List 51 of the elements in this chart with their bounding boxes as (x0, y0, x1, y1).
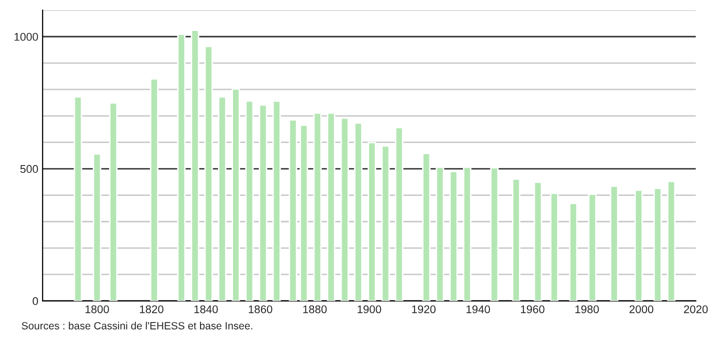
bar (610, 186, 618, 301)
x-tick-label: 1860 (248, 305, 272, 314)
y-tick-label: 500 (20, 165, 38, 173)
bar (569, 202, 578, 301)
bar (74, 96, 82, 301)
bar (653, 188, 662, 301)
bar (368, 142, 376, 301)
bar (667, 180, 676, 301)
bar (588, 193, 597, 301)
x-tick-label: 1940 (466, 305, 490, 314)
bar (300, 124, 308, 301)
bar (272, 100, 281, 301)
bar (232, 88, 240, 301)
bar (381, 145, 390, 301)
bar (634, 189, 643, 301)
bar (550, 192, 559, 301)
x-tick-label: 1920 (412, 305, 436, 314)
x-tick-label: 2000 (630, 305, 654, 314)
bar (422, 152, 431, 301)
x-tick-label: 1800 (86, 305, 109, 314)
bar (462, 166, 472, 301)
bar (204, 46, 213, 301)
bar (177, 34, 186, 301)
bar (218, 96, 226, 301)
source-note: Sources : base Cassini de l'EHESS et base Insee. (22, 322, 252, 330)
bar (190, 30, 200, 301)
bar (449, 170, 458, 301)
bar (394, 126, 404, 301)
x-tick-label: 1900 (358, 305, 382, 314)
bar (534, 182, 542, 301)
bar (326, 112, 336, 301)
bar (490, 167, 499, 301)
y-tick-label: 0 (32, 297, 38, 306)
bar (150, 78, 158, 301)
bar (340, 117, 349, 301)
x-tick-label: 1880 (303, 305, 327, 314)
bar (258, 104, 268, 301)
bar (512, 178, 520, 301)
x-tick-label: 2020 (684, 305, 708, 314)
x-tick-label: 1960 (520, 305, 544, 314)
bar (436, 166, 444, 301)
bar (288, 119, 298, 301)
bar (109, 102, 118, 301)
x-tick-label: 1840 (194, 305, 218, 314)
bar (245, 100, 254, 301)
bar (92, 153, 102, 301)
y-tick-label: 1000 (14, 32, 38, 41)
x-tick-label: 1820 (140, 305, 164, 314)
x-tick-label: 1980 (575, 305, 599, 314)
bar (313, 112, 322, 301)
bar (354, 122, 363, 301)
